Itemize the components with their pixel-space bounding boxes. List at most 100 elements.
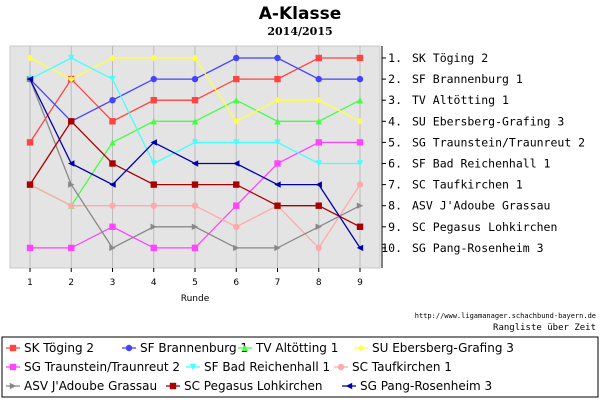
rank-team-name: SF Bad Reichenhall 1 (412, 157, 551, 171)
legend-marker (337, 363, 345, 371)
data-point (315, 75, 322, 83)
data-point (191, 97, 199, 104)
legend-label: SC Taufkirchen 1 (352, 360, 452, 374)
data-point (150, 223, 157, 230)
legend-marker (9, 382, 17, 390)
legend-marker (125, 344, 133, 352)
legend-marker (357, 344, 365, 352)
rank-label: 1. (388, 51, 402, 65)
rank-team-name: TV Altötting 1 (412, 93, 509, 107)
rank-axis: 1. SK Töging 2 2. SF Brannenburg 1 3. TV Altö… (381, 46, 585, 268)
data-point (191, 54, 199, 62)
data-point (191, 223, 199, 230)
data-point (315, 160, 322, 167)
rank-team-name: SG Pang-Rosenheim 3 (412, 241, 544, 255)
data-point (274, 118, 281, 125)
data-point (150, 181, 157, 188)
chart-title: A-Klasse (259, 4, 341, 24)
data-point (191, 244, 199, 252)
data-point (68, 118, 75, 125)
data-point (150, 97, 157, 104)
data-point (315, 118, 322, 125)
legend-entry: SF Brannenburg 1 (122, 341, 248, 355)
data-point (68, 75, 75, 83)
rank-team-name: SF Brannenburg 1 (412, 72, 523, 86)
legend-label: SF Brannenburg 1 (140, 341, 248, 355)
x-tick-label: 2 (68, 278, 74, 288)
x-tick-label: 7 (275, 278, 281, 288)
data-point (150, 118, 157, 125)
data-point (109, 202, 116, 209)
legend-entry: SK Töging 2 (6, 341, 94, 355)
legend-entry: SG Pang-Rosenheim 3 (342, 379, 492, 393)
data-point (26, 139, 34, 146)
data-point (109, 244, 116, 252)
data-point (274, 244, 281, 252)
data-point (356, 160, 364, 167)
data-point (150, 160, 157, 167)
data-point (356, 118, 364, 125)
data-point (233, 97, 240, 104)
x-tick-label: 9 (357, 278, 363, 288)
rank-team-name: SG Traunstein/Traunreut 2 (412, 135, 585, 149)
rank-team-name: SC Pegasus Lohkirchen (412, 220, 557, 234)
data-point (26, 75, 34, 83)
series-line (26, 54, 364, 125)
series-line (26, 139, 364, 252)
data-point (274, 54, 281, 62)
data-point (315, 97, 322, 104)
rank-label: 5. (388, 135, 402, 149)
legend-label: SG Traunstein/Traunreut 2 (24, 360, 180, 374)
data-point (233, 244, 240, 252)
data-point (356, 223, 364, 230)
legend-label: SG Pang-Rosenheim 3 (360, 379, 492, 393)
legend-entry: SC Pegasus Lohkirchen (166, 379, 322, 393)
legend-entry: SF Bad Reichenhall 1 (186, 360, 330, 374)
legend-entries: SK Töging 2 SF Brannenburg 1 TV Altötting … (6, 341, 514, 393)
legend-entry: SC Taufkirchen 1 (334, 360, 452, 374)
data-point (150, 202, 157, 209)
legend-label: SF Bad Reichenhall 1 (204, 360, 330, 374)
x-tick-label: 3 (110, 278, 116, 288)
data-point (233, 160, 240, 167)
data-point (356, 202, 364, 209)
data-point (68, 54, 75, 62)
data-point (109, 54, 116, 62)
rank-team-name: SC Taufkirchen 1 (412, 178, 523, 192)
data-point (233, 75, 240, 83)
rank-label: 3. (388, 93, 402, 107)
data-point (315, 244, 322, 252)
legend-label: SC Pegasus Lohkirchen (184, 379, 322, 393)
data-point (109, 223, 116, 230)
data-point (356, 75, 364, 83)
data-point (356, 54, 364, 62)
series-line (26, 75, 364, 252)
legend-label: ASV J'Adoube Grassau (24, 379, 157, 393)
legend-marker (169, 382, 177, 390)
legend-marker (345, 382, 353, 390)
rank-label: 2. (388, 72, 402, 86)
legend-marker (189, 363, 197, 371)
chart-subtitle: 2014/2015 (267, 25, 332, 38)
data-point (109, 75, 116, 83)
data-point (315, 54, 322, 62)
data-point (274, 181, 281, 188)
source-url: http://www.ligamanager.schachbund-bayern… (415, 312, 596, 320)
series-lines (26, 54, 364, 252)
series-line (26, 75, 364, 252)
legend-label: TV Altötting 1 (255, 341, 338, 355)
data-point (109, 97, 116, 104)
data-point (191, 181, 199, 188)
data-point (356, 97, 364, 104)
series-line (26, 54, 364, 167)
chart-caption: Rangliste über Zeit (493, 323, 596, 333)
x-tick-label: 4 (151, 278, 157, 288)
data-point (233, 223, 240, 230)
data-point (274, 97, 281, 104)
data-point (26, 244, 34, 252)
x-tick-label: 6 (233, 278, 239, 288)
rank-label: 4. (388, 114, 402, 128)
rank-team-name: SK Töging 2 (412, 51, 488, 65)
x-tick-label: 1 (27, 278, 33, 288)
